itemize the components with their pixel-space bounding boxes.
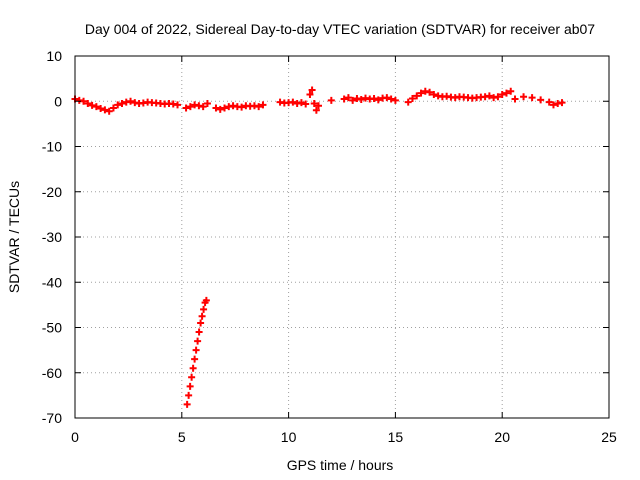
data-point	[200, 305, 208, 313]
data-point	[558, 99, 566, 107]
data-point	[259, 101, 267, 109]
data-point	[194, 337, 202, 345]
data-point	[186, 382, 194, 390]
data-point	[216, 105, 224, 113]
x-tick-label: 0	[71, 429, 79, 445]
data-point	[118, 100, 126, 108]
data-point	[520, 93, 528, 101]
y-tick-label: 10	[46, 48, 62, 64]
data-point	[511, 95, 519, 103]
chart-title: Day 004 of 2022, Sidereal Day-to-day VTE…	[85, 21, 595, 37]
data-point	[391, 96, 399, 104]
data-point	[315, 102, 323, 110]
data-point	[92, 103, 100, 111]
data-point	[197, 319, 205, 327]
y-axis-label: SDTVAR / TECUs	[6, 181, 22, 293]
data-point	[417, 89, 425, 97]
y-tick-label: -30	[42, 229, 62, 245]
data-point	[306, 90, 314, 98]
data-point	[383, 94, 391, 102]
data-point	[192, 346, 200, 354]
data-point	[238, 103, 246, 111]
data-point	[426, 88, 434, 96]
data-point	[186, 103, 194, 111]
data-point	[387, 95, 395, 103]
data-point	[340, 95, 348, 103]
data-point	[485, 92, 493, 100]
data-point	[127, 97, 135, 105]
data-point	[413, 92, 421, 100]
y-tick-label: -10	[42, 139, 62, 155]
data-points	[71, 86, 566, 408]
data-point	[430, 90, 438, 98]
y-tick-label: -20	[42, 184, 62, 200]
data-point	[297, 99, 305, 107]
data-point	[188, 373, 196, 381]
data-point	[349, 96, 357, 104]
y-tick-label: -70	[42, 410, 62, 426]
data-point	[308, 86, 316, 94]
x-axis-label: GPS time / hours	[287, 457, 394, 473]
data-point	[212, 104, 220, 112]
data-point	[198, 312, 206, 320]
data-point	[189, 364, 197, 372]
data-point	[344, 94, 352, 102]
data-point	[302, 100, 310, 108]
data-point	[404, 98, 412, 106]
data-point	[498, 90, 506, 98]
data-point	[109, 104, 117, 112]
data-point	[101, 106, 109, 114]
y-tick-label: 0	[54, 93, 62, 109]
data-point	[185, 391, 193, 399]
data-point	[507, 87, 515, 95]
data-point	[97, 104, 105, 112]
data-point	[174, 101, 182, 109]
data-point	[191, 355, 199, 363]
x-tick-label: 20	[494, 429, 510, 445]
y-tick-label: -40	[42, 274, 62, 290]
data-point	[312, 106, 320, 114]
x-tick-label: 15	[388, 429, 404, 445]
data-point	[537, 96, 545, 104]
data-point	[80, 97, 88, 105]
data-point	[374, 96, 382, 104]
data-point	[203, 100, 211, 108]
data-point	[88, 101, 96, 109]
data-point	[545, 98, 553, 106]
x-tick-label: 5	[178, 429, 186, 445]
data-point	[114, 101, 122, 109]
grid-lines	[75, 56, 609, 418]
data-point	[182, 104, 190, 112]
data-point	[255, 103, 263, 111]
y-tick-label: -50	[42, 320, 62, 336]
data-point	[549, 101, 557, 109]
data-point	[502, 89, 510, 97]
data-point	[183, 400, 191, 408]
data-point	[370, 95, 378, 103]
data-point	[199, 103, 207, 111]
data-point	[105, 107, 113, 115]
data-point	[408, 95, 416, 103]
data-point	[202, 296, 210, 304]
data-point	[528, 94, 536, 102]
y-tick-label: -60	[42, 365, 62, 381]
data-point	[327, 96, 335, 104]
data-point	[84, 100, 92, 108]
data-point	[357, 95, 365, 103]
data-point	[289, 98, 297, 106]
data-point	[221, 104, 229, 112]
x-tick-label: 25	[601, 429, 617, 445]
axis-ticks: 0 5 10 15 20 25 10 0 -10 -20 -30 -40 -50 -60 -70	[42, 48, 617, 445]
data-point	[310, 100, 318, 108]
data-point	[494, 93, 502, 101]
data-point	[195, 328, 203, 336]
x-tick-label: 10	[281, 429, 297, 445]
